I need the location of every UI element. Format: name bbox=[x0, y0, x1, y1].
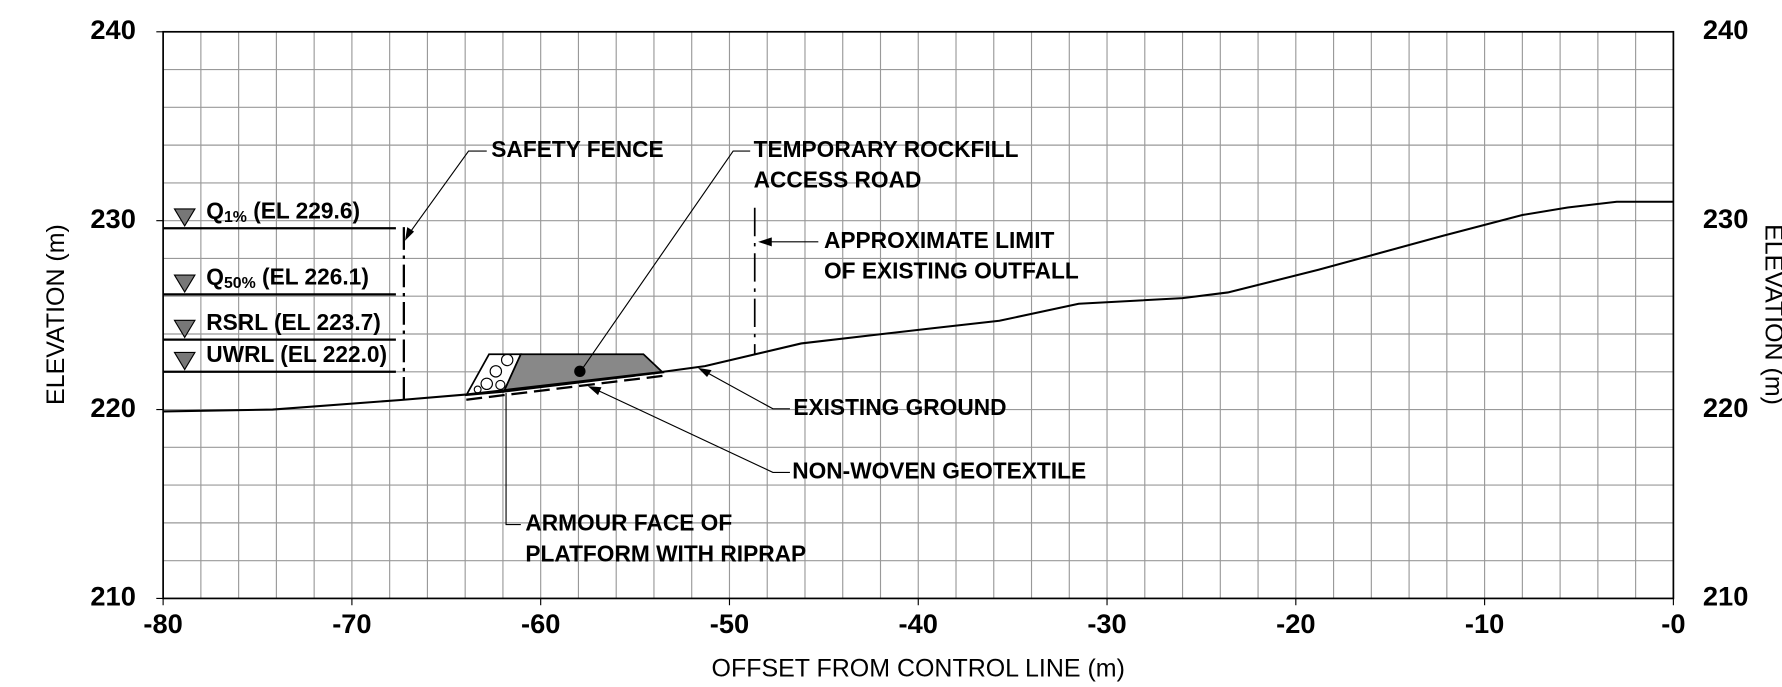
y-axis-label-right: ELEVATION (m) bbox=[1760, 224, 1782, 405]
x-tick-label: -80 bbox=[143, 608, 182, 639]
annotation: APPROXIMATE LIMIT bbox=[824, 227, 1055, 253]
water-symbol bbox=[173, 351, 196, 371]
water-level-label: UWRL (EL 222.0) bbox=[206, 341, 387, 367]
y-tick-label: 220 bbox=[90, 392, 135, 423]
annotation: NON-WOVEN GEOTEXTILE bbox=[792, 457, 1086, 483]
water-level-name: Q bbox=[206, 263, 224, 289]
water-level-text: (EL 226.1) bbox=[256, 263, 369, 289]
x-axis-label: OFFSET FROM CONTROL LINE (m) bbox=[712, 655, 1125, 683]
water-level-label: Q50% (EL 226.1) bbox=[206, 263, 369, 292]
x-tick-label: -70 bbox=[332, 608, 371, 639]
annotation: SAFETY FENCE bbox=[491, 136, 663, 162]
ground-line bbox=[163, 200, 1674, 413]
geotextile bbox=[466, 374, 663, 401]
x-tick-label: -20 bbox=[1276, 608, 1315, 639]
annotation: TEMPORARY ROCKFILL bbox=[754, 136, 1019, 162]
y-tick-label: 230 bbox=[90, 203, 135, 234]
x-tick-label: -10 bbox=[1465, 608, 1504, 639]
content: -80 -70 -60 -50 -40 -30 -20 -10 -0 210 210 220 220 23… bbox=[90, 14, 1748, 639]
water-level-sub: 50% bbox=[224, 275, 256, 292]
water-level-name: UWRL (EL 222.0) bbox=[206, 341, 387, 367]
annotation: OF EXISTING OUTFALL bbox=[824, 258, 1079, 284]
water-level-name: Q bbox=[206, 197, 224, 223]
y-axis-label: ELEVATION (m) bbox=[42, 224, 70, 405]
water-symbol bbox=[173, 319, 196, 339]
y-tick-label-right: 240 bbox=[1703, 14, 1748, 45]
riprap-stones bbox=[473, 353, 514, 394]
annotation: ACCESS ROAD bbox=[754, 167, 922, 193]
x-tick-label: -60 bbox=[521, 608, 560, 639]
water-symbol bbox=[173, 274, 196, 294]
arrowheads bbox=[404, 227, 772, 396]
y-tick-label-right: 220 bbox=[1703, 392, 1748, 423]
water-level-label: Q1% (EL 229.6) bbox=[206, 197, 360, 226]
water-level-text: (EL 229.6) bbox=[247, 197, 360, 223]
annotation: PLATFORM WITH RIPRAP bbox=[525, 540, 806, 566]
water-symbol bbox=[173, 208, 196, 228]
water-level-sub: 1% bbox=[224, 209, 247, 226]
y-tick-label: 210 bbox=[90, 581, 135, 612]
water-level-label: RSRL (EL 223.7) bbox=[206, 309, 381, 335]
annotation: ARMOUR FACE OF bbox=[525, 510, 732, 536]
grid bbox=[162, 31, 1674, 599]
y-tick-label-right: 210 bbox=[1703, 581, 1748, 612]
x-tick-label: -40 bbox=[899, 608, 938, 639]
water-level-name: RSRL (EL 223.7) bbox=[206, 309, 381, 335]
y-tick-label-right: 230 bbox=[1703, 203, 1748, 234]
y-tick-label: 240 bbox=[90, 14, 135, 45]
x-tick-label: -0 bbox=[1661, 608, 1685, 639]
x-tick-label: -50 bbox=[710, 608, 749, 639]
x-tick-label: -30 bbox=[1087, 608, 1126, 639]
leaders bbox=[406, 150, 819, 526]
annotation: EXISTING GROUND bbox=[793, 394, 1006, 420]
